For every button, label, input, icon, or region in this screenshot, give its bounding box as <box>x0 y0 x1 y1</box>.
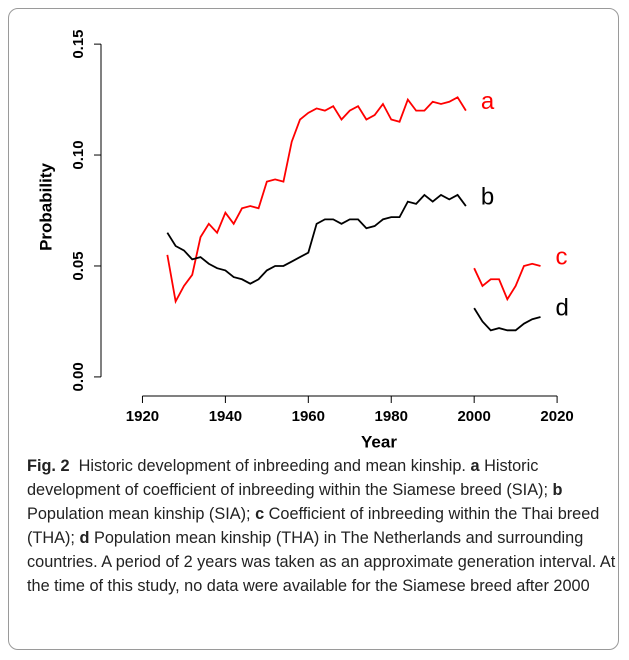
series-label: c <box>556 243 568 270</box>
caption-note: A period of 2 years was taken as an appr… <box>27 553 616 595</box>
x-tick-label: 2020 <box>540 408 573 425</box>
x-tick-label: 1980 <box>375 408 408 425</box>
caption-key: c <box>255 505 265 523</box>
series-label: b <box>481 183 494 210</box>
chart: Year Probability 1920 1940 1960 1980 2000 202… <box>36 29 573 449</box>
x-tick-label: 1960 <box>292 408 325 425</box>
series-line <box>166 96 467 305</box>
x-tick-label: 1920 <box>126 408 159 425</box>
series-label: a <box>481 88 495 115</box>
caption-key: b <box>552 481 563 499</box>
y-tick-label: 0.15 <box>70 29 87 58</box>
series-line <box>473 262 541 302</box>
series-label: d <box>556 294 569 321</box>
caption-title: Historic development of inbreeding and m… <box>78 457 466 475</box>
y-axis-title: Probability <box>36 163 55 251</box>
caption-key: d <box>79 529 90 547</box>
x-tick-label: 2000 <box>457 408 490 425</box>
y-tick-label: 0.10 <box>70 140 87 169</box>
caption-item: Historic development of coefficient of i… <box>27 457 548 499</box>
caption-item: Population mean kinship (THA) in The Net… <box>27 529 584 571</box>
caption-key: a <box>470 457 480 475</box>
figure-label: Fig. 2 <box>27 457 70 475</box>
series-line <box>166 193 467 285</box>
figure-frame: Year Probability 1920 1940 1960 1980 2000 202… <box>8 8 619 650</box>
caption-item: Population mean kinship (SIA); <box>27 505 251 523</box>
series-line <box>473 307 541 332</box>
x-axis-title: Year <box>361 432 397 449</box>
y-tick-label: 0.05 <box>70 251 87 280</box>
y-tick-label: 0.00 <box>70 362 87 391</box>
caption-item: Coefficient of inbreeding within the Tha… <box>27 505 600 547</box>
x-tick-label: 1940 <box>209 408 242 425</box>
caption: Fig. 2 Historic development of inbreedin… <box>27 454 618 598</box>
